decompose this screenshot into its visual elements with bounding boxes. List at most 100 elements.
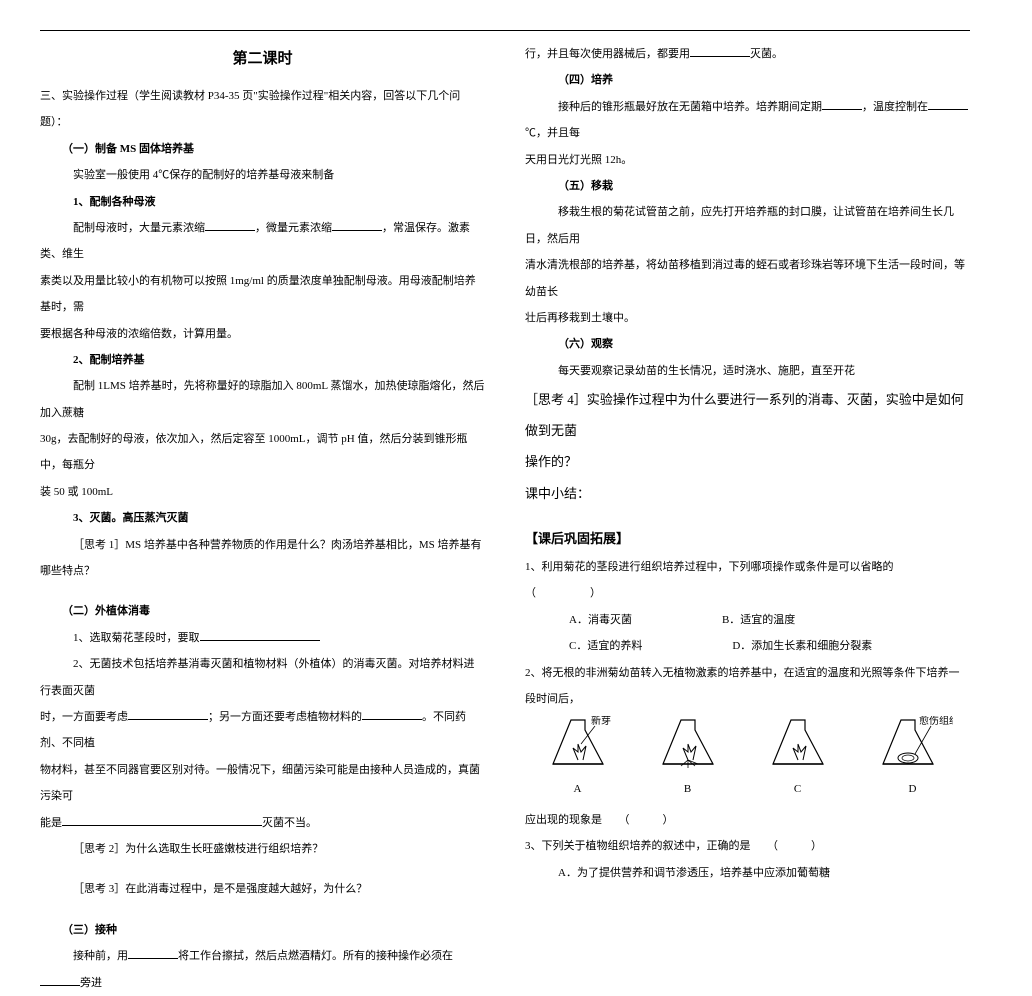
spacer <box>40 584 485 598</box>
think-4b: 操作的？ <box>525 446 970 477</box>
line-r5: 清水清洗根部的培养基，将幼苗移植到消过毒的蛭石或者珍珠岩等环境下生活一段时间，等… <box>525 252 970 305</box>
blank-consider2 <box>362 708 422 720</box>
ex1: 1、利用菊花的茎段进行组织培养过程中，下列哪项操作或条件是可以省略的 （ ） <box>525 554 970 607</box>
ex2b: 应出现的现象是 （ ） <box>525 807 970 833</box>
flask-c-svg <box>763 716 833 774</box>
left-column: 第二课时 三、实验操作过程（学生阅读教材 P34-35 页"实验操作过程"相关内… <box>40 41 485 996</box>
txt: 能是 <box>40 817 62 829</box>
heading-6: （六）观察 <box>525 331 970 357</box>
line-l6: 30g，去配制好的母液，依次加入，然后定容至 1000mL，调节 pH 值，然后… <box>40 426 485 479</box>
paren: （ ） <box>525 587 603 599</box>
blank-macro <box>205 219 255 231</box>
blank-temp <box>928 98 968 110</box>
opt-d: D．添加生长素和细胞分裂素 <box>732 633 872 659</box>
flask-c-label: C <box>763 776 833 802</box>
callout-d: 愈伤组织 <box>919 716 953 727</box>
txt: 1、选取菊花茎段时，要取 <box>73 632 200 644</box>
flask-b-label: B <box>653 776 723 802</box>
sub-3: 3、灭菌。高压蒸汽灭菌 <box>40 505 485 531</box>
line-prep: 实验室一般使用 4℃保存的配制好的培养基母液来制备 <box>40 162 485 188</box>
line-r2: 接种后的锥形瓶最好放在无菌箱中培养。培养期间定期 ，温度控制在 ℃，并且每 <box>525 94 970 147</box>
opt-c: C．适宜的养料 <box>569 633 642 659</box>
ex1-opts-row2: C．适宜的养料 D．添加生长素和细胞分裂素 <box>569 633 970 659</box>
think-4a: ［思考 4］实验操作过程中为什么要进行一系列的消毒、灭菌，实验中是如何做到无菌 <box>525 384 970 446</box>
txt: 配制母液时，大量元素浓缩 <box>73 222 205 234</box>
line-mother-liquid: 配制母液时，大量元素浓缩，微量元素浓缩，常温保存。激素类、维生 <box>40 215 485 268</box>
line-l7: 装 50 或 100mL <box>40 479 485 505</box>
blank-stem <box>200 629 320 641</box>
txt: 1、利用菊花的茎段进行组织培养过程中，下列哪项操作或条件是可以省略的 <box>525 561 894 573</box>
txt: 时，一方面要考虑 <box>40 711 128 723</box>
callout-a: 新芽 <box>591 716 611 727</box>
txt: 灭菌不当。 <box>262 817 317 829</box>
blank-consider1 <box>128 708 208 720</box>
spacer <box>40 903 485 917</box>
class-summary: 课中小结： <box>525 478 970 509</box>
heading-5: （五）移栽 <box>525 173 970 199</box>
sub-1: 1、配制各种母液 <box>40 189 485 215</box>
line-l9: 时，一方面要考虑；另一方面还要考虑植物材料的。不同药剂、不同植 <box>40 704 485 757</box>
opt-a: A．消毒灭菌 <box>569 607 632 633</box>
lesson-title: 第二课时 <box>40 41 485 77</box>
blank-flame <box>40 974 80 986</box>
flask-row: 新芽 A B C <box>525 716 970 802</box>
blank-wipe <box>128 947 178 959</box>
flask-a-label: A <box>543 776 613 802</box>
line-r4: 移栽生根的菊花试管苗之前，应先打开培养瓶的封口膜，让试管苗在培养间生长几日，然后… <box>525 199 970 252</box>
blank-fungus <box>62 814 262 826</box>
line-l10: 物材料，甚至不同器官要区别对待。一般情况下，细菌污染可能是由接种人员造成的，真菌… <box>40 757 485 810</box>
line-l5: 配制 1LMS 培养基时，先将称量好的琼脂加入 800mL 蒸馏水，加热使琼脂熔… <box>40 373 485 426</box>
line-l11: 能是 灭菌不当。 <box>40 810 485 836</box>
flask-d-svg: 愈伤组织 <box>873 716 953 774</box>
right-column: 行，并且每次使用器械后，都要用 灭菌。 （四）培养 接种后的锥形瓶最好放在无菌箱中… <box>525 41 970 996</box>
flask-a: 新芽 A <box>543 716 613 802</box>
txt: 接种前，用 <box>73 950 128 962</box>
blank-period <box>822 98 862 110</box>
line-l12: 接种前，用 将工作台擦拭，然后点燃酒精灯。所有的接种操作必须在旁进 <box>40 943 485 996</box>
txt: ℃，并且每 <box>525 127 580 139</box>
flask-b: B <box>653 716 723 802</box>
txt: 接种后的锥形瓶最好放在无菌箱中培养。培养期间定期 <box>558 101 822 113</box>
flask-c: C <box>763 716 833 802</box>
line-l8: 2、无菌技术包括培养基消毒灭菌和植物材料（外植体）的消毒灭菌。对培养材料进行表面… <box>40 651 485 704</box>
line-r1: 行，并且每次使用器械后，都要用 灭菌。 <box>525 41 970 67</box>
sub-2: 2、配制培养基 <box>40 347 485 373</box>
heading-1: （一）制备 MS 固体培养基 <box>40 136 485 162</box>
ex1-opts-row1: A．消毒灭菌 B．适宜的温度 <box>569 607 970 633</box>
spacer <box>40 862 485 876</box>
flask-d: 愈伤组织 D <box>873 716 953 802</box>
think-2: ［思考 2］为什么选取生长旺盛嫩枝进行组织培养？ <box>40 836 485 862</box>
two-column-layout: 第二课时 三、实验操作过程（学生阅读教材 P34-35 页"实验操作过程"相关内… <box>40 41 992 996</box>
line-s4: 1、选取菊花茎段时，要取 <box>40 625 485 651</box>
txt: ，温度控制在 <box>862 101 928 113</box>
line-r3: 天用日光灯光照 12h。 <box>525 147 970 173</box>
ex2: 2、将无根的非洲菊幼苗转入无植物激素的培养基中，在适宜的温度和光照等条件下培养一… <box>525 660 970 713</box>
blank-micro <box>332 219 382 231</box>
flask-b-svg <box>653 716 723 774</box>
txt: 行，并且每次使用器械后，都要用 <box>525 48 690 60</box>
txt: 旁进 <box>80 977 102 989</box>
txt: 将工作台擦拭，然后点燃酒精灯。所有的接种操作必须在 <box>178 950 453 962</box>
txt: ；另一方面还要考虑植物材料的 <box>208 711 362 723</box>
flask-d-label: D <box>873 776 953 802</box>
line-r6: 壮后再移栽到土壤中。 <box>525 305 970 331</box>
extension-heading: 【课后巩固拓展】 <box>525 523 970 554</box>
page-top-rule <box>40 30 970 31</box>
ex3: 3、下列关于植物组织培养的叙述中，正确的是 （ ） <box>525 833 970 859</box>
ex3a: A．为了提供营养和调节渗透压，培养基中应添加葡萄糖 <box>525 860 970 886</box>
think-3: ［思考 3］在此消毒过程中，是不是强度越大越好，为什么？ <box>40 876 485 902</box>
line-l3: 素类以及用量比较小的有机物可以按照 1mg/ml 的质量浓度单独配制母液。用母液… <box>40 268 485 321</box>
intro-line: 三、实验操作过程（学生阅读教材 P34-35 页"实验操作过程"相关内容，回答以… <box>40 83 485 136</box>
think-1: ［思考 1］MS 培养基中各种营养物质的作用是什么？肉汤培养基相比，MS 培养基… <box>40 532 485 585</box>
heading-2: （二）外植体消毒 <box>40 598 485 624</box>
txt: ，微量元素浓缩 <box>255 222 332 234</box>
opt-b: B．适宜的温度 <box>722 607 795 633</box>
line-l4: 要根据各种母液的浓缩倍数，计算用量。 <box>40 321 485 347</box>
heading-3: （三）接种 <box>40 917 485 943</box>
blank-sterilize <box>690 45 750 57</box>
line-r7: 每天要观察记录幼苗的生长情况，适时浇水、施肥，直至开花 <box>525 358 970 384</box>
flask-a-svg: 新芽 <box>543 716 613 774</box>
txt: 灭菌。 <box>750 48 783 60</box>
spacer <box>525 509 970 523</box>
heading-4: （四）培养 <box>525 67 970 93</box>
